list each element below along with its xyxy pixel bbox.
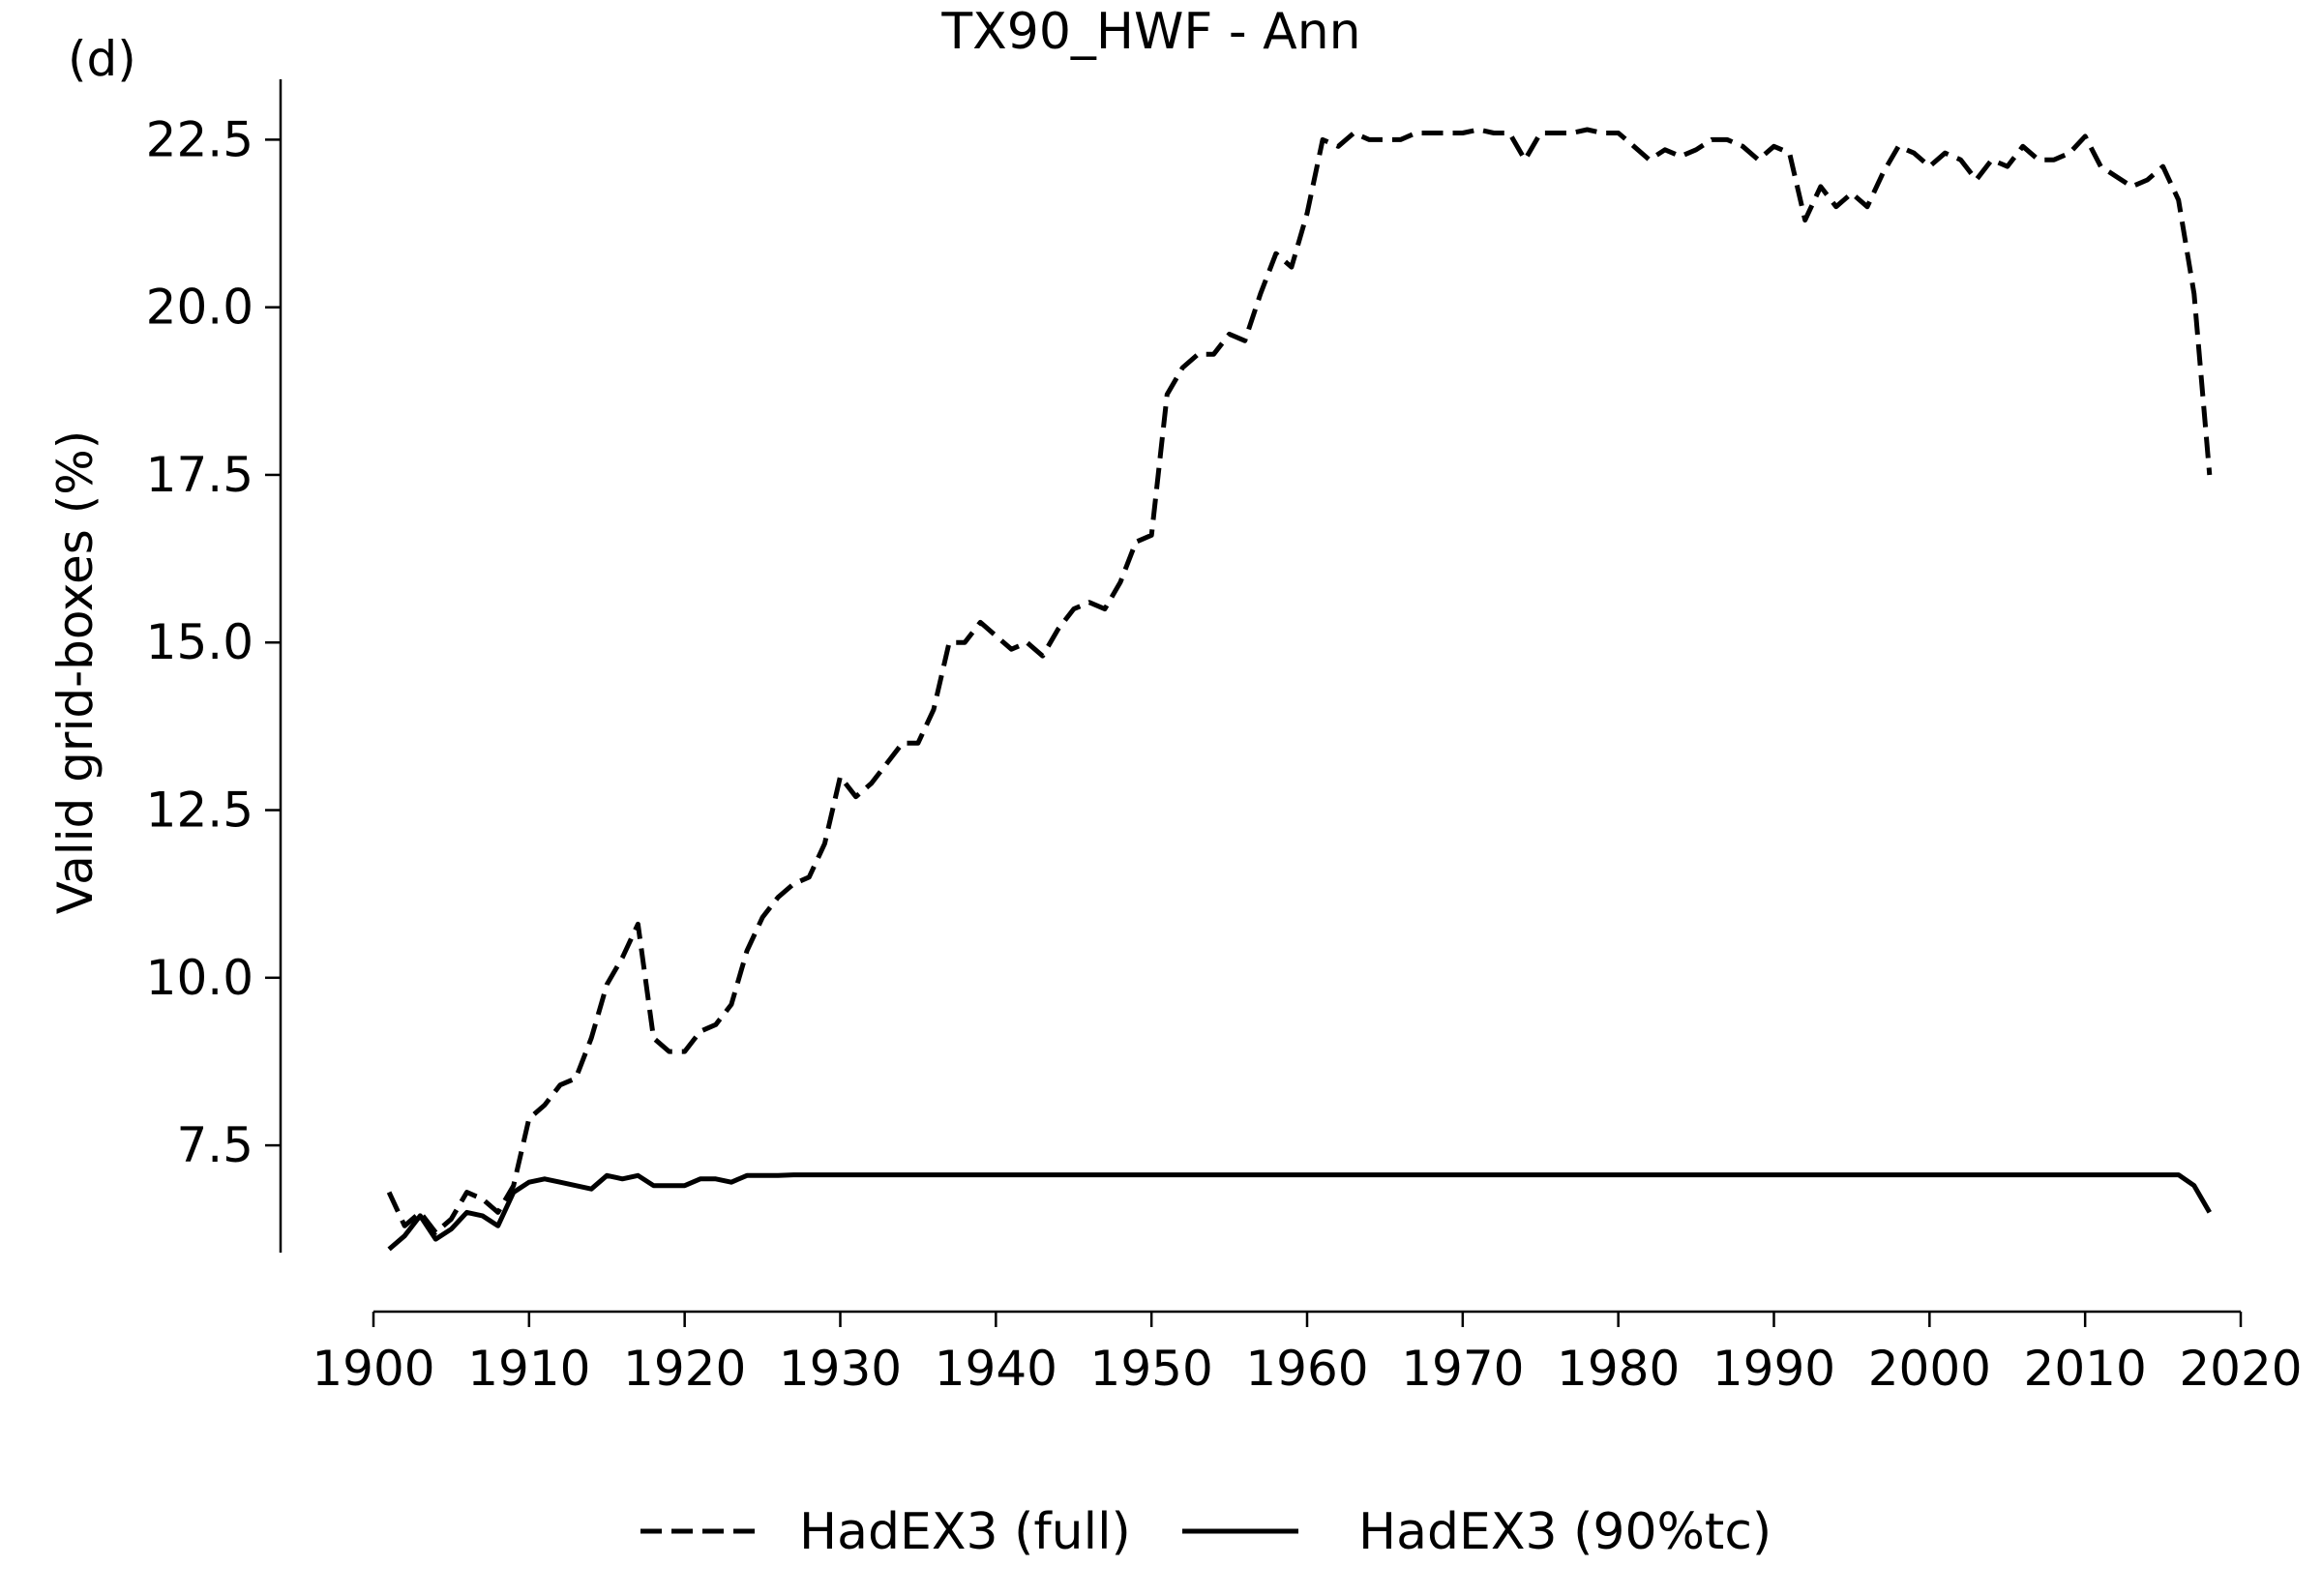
x-tick-label: 1970 <box>1401 1341 1524 1397</box>
x-tick-label: 1940 <box>935 1341 1057 1397</box>
x-tick-label: 2010 <box>2024 1341 2147 1397</box>
y-tick-label: 17.5 <box>146 447 253 503</box>
panel-label: (d) <box>68 31 136 87</box>
x-tick-label: 1900 <box>312 1341 434 1397</box>
series-layer <box>386 127 2213 1252</box>
x-tick-label: 1990 <box>1712 1341 1835 1397</box>
series-line <box>387 1172 2212 1252</box>
x-tick-label: 1910 <box>467 1341 590 1397</box>
y-tick-label: 20.0 <box>146 280 253 336</box>
x-ticks: 1900 1910 1920 1930 1940 1950 1960 1970 1980 1990… <box>312 1312 2303 1397</box>
legend-label: HadEX3 (full) <box>799 1503 1131 1561</box>
legend: HadEX3 (full) HadEX3 (90%tc) <box>640 1503 1771 1561</box>
x-tick-label: 1930 <box>779 1341 902 1397</box>
y-tick-label: 10.0 <box>146 950 253 1006</box>
y-tick-label: 12.5 <box>146 783 253 839</box>
series-line <box>386 127 2213 1235</box>
chart-title: TX90_HWF - Ann <box>940 3 1360 61</box>
x-tick-label: 1960 <box>1245 1341 1368 1397</box>
x-tick-label: 2000 <box>1868 1341 1991 1397</box>
x-tick-label: 1950 <box>1090 1341 1213 1397</box>
y-ticks: 7.5 10.0 12.5 15.0 17.5 20.0 22.5 <box>146 111 281 1173</box>
x-tick-label: 1980 <box>1557 1341 1680 1397</box>
y-axis-label: Valid grid-boxes (%) <box>47 430 104 914</box>
y-tick-label: 7.5 <box>176 1117 253 1173</box>
x-tick-label: 2020 <box>2179 1341 2302 1397</box>
y-tick-label: 22.5 <box>146 111 253 167</box>
legend-label: HadEX3 (90%tc) <box>1358 1503 1771 1561</box>
y-tick-label: 15.0 <box>146 614 253 670</box>
x-tick-label: 1920 <box>623 1341 746 1397</box>
